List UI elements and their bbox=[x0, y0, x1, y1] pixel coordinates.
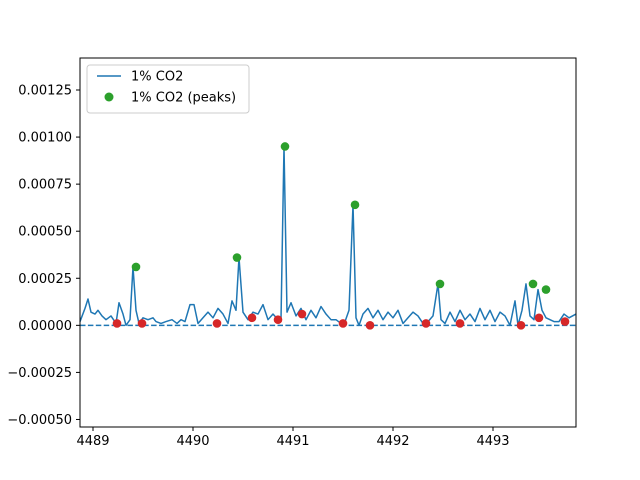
y-tick-label: 0.00075 bbox=[18, 178, 72, 193]
minimum-point bbox=[338, 319, 348, 328]
peak-point bbox=[280, 142, 290, 151]
peak-point bbox=[528, 279, 538, 289]
legend-peak-swatch bbox=[104, 92, 114, 102]
y-tick-label: −0.00025 bbox=[7, 366, 72, 381]
minimum-point bbox=[516, 321, 526, 330]
legend-label-peaks: 1% CO2 (peaks) bbox=[131, 91, 236, 106]
x-tick-label: 4490 bbox=[176, 434, 209, 449]
minimum-point bbox=[112, 319, 122, 328]
peak-point bbox=[131, 262, 141, 272]
x-axis: 4489 4490 4491 4492 4493 bbox=[76, 427, 510, 449]
peak-point bbox=[435, 279, 445, 289]
plot-area bbox=[79, 142, 577, 330]
y-tick-label: 0.00000 bbox=[18, 319, 72, 334]
legend: 1% CO2 1% CO2 (peaks) bbox=[86, 64, 250, 114]
plot-frame bbox=[79, 57, 577, 428]
y-tick-label: 0.00125 bbox=[18, 84, 72, 99]
y-tick-label: 0.00050 bbox=[18, 225, 72, 240]
y-tick-label: 0.00100 bbox=[18, 131, 72, 146]
minimum-point bbox=[560, 317, 570, 326]
x-tick-label: 4492 bbox=[376, 434, 409, 449]
x-tick-label: 4489 bbox=[76, 434, 109, 449]
minimum-point bbox=[137, 319, 147, 328]
peak-point bbox=[541, 285, 551, 294]
minimum-point bbox=[455, 319, 465, 328]
minimum-point bbox=[534, 313, 544, 323]
legend-box bbox=[86, 64, 250, 114]
legend-label-line: 1% CO2 bbox=[131, 70, 183, 85]
x-tick-label: 4491 bbox=[276, 434, 309, 449]
minimum-point bbox=[273, 315, 283, 324]
peak-point bbox=[350, 200, 360, 210]
minimum-point bbox=[421, 319, 431, 328]
x-tick-label: 4493 bbox=[476, 434, 509, 449]
minimum-point bbox=[297, 309, 307, 319]
minimum-point bbox=[212, 319, 222, 328]
y-tick-label: 0.00025 bbox=[18, 272, 72, 287]
y-tick-label: −0.00050 bbox=[7, 413, 72, 428]
minimum-point bbox=[247, 313, 257, 323]
y-axis: −0.00050 −0.00025 0.00000 0.00025 0.00050 0.0… bbox=[7, 84, 80, 428]
peak-point bbox=[232, 253, 242, 262]
series-line-1pct-co2 bbox=[79, 145, 577, 327]
minimum-point bbox=[365, 321, 375, 330]
